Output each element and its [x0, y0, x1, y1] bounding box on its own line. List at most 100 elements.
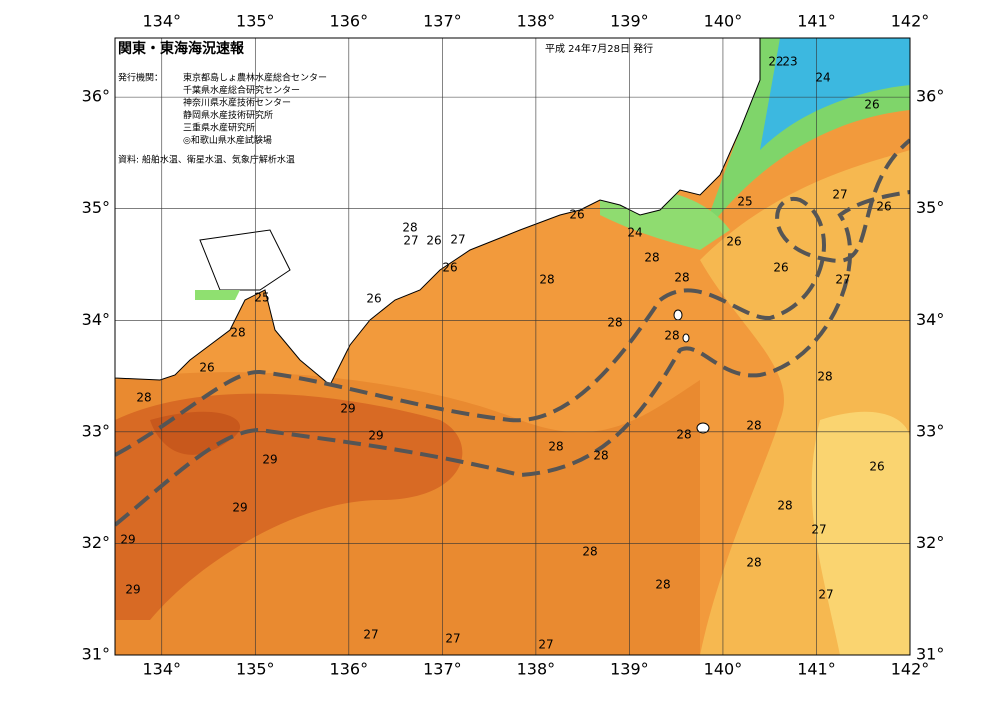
contour-label: 28 — [593, 449, 608, 463]
x-tick-label: 135° — [236, 12, 275, 31]
x-tick-label: 142° — [891, 660, 930, 679]
issuer-label: 発行機関： — [118, 72, 163, 84]
y-tick-label: 32° — [916, 533, 944, 552]
y-tick-label: 31° — [916, 645, 944, 664]
y-tick-label: 32° — [82, 533, 110, 552]
contour-label: 27 — [835, 273, 850, 287]
y-tick-label: 35° — [82, 198, 110, 217]
contour-label: 26 — [869, 460, 884, 474]
x-tick-label: 135° — [236, 660, 275, 679]
x-tick-label: 137° — [423, 12, 462, 31]
y-tick-label: 35° — [916, 198, 944, 217]
title: 関東・東海海況速報 — [118, 40, 245, 57]
contour-label: 27 — [363, 628, 378, 642]
issuer: 千葉県水産総合研究センター — [183, 84, 300, 96]
island — [682, 333, 690, 343]
contour-label: 28 — [746, 556, 761, 570]
colder-water — [760, 38, 910, 150]
contour-label: 28 — [674, 271, 689, 285]
contour-label: 27 — [818, 588, 833, 602]
contour-label: 23 — [782, 55, 797, 69]
x-tick-label: 134° — [142, 12, 181, 31]
contour-label: 28 — [402, 221, 417, 235]
contour-label: 28 — [817, 370, 832, 384]
y-tick-label: 34° — [916, 310, 944, 329]
contour-label: 26 — [773, 261, 788, 275]
contour-label: 26 — [366, 292, 381, 306]
contour-label: 26 — [726, 235, 741, 249]
x-tick-label: 142° — [891, 12, 930, 31]
contour-label: 28 — [655, 578, 670, 592]
contour-label: 26 — [199, 361, 214, 375]
contour-label: 26 — [442, 261, 457, 275]
y-tick-label: 33° — [916, 421, 944, 440]
contour-label: 28 — [644, 251, 659, 265]
contour-label: 26 — [876, 200, 891, 214]
sea-field — [115, 38, 910, 655]
contour-label: 28 — [539, 273, 554, 287]
y-tick-label: 33° — [82, 421, 110, 440]
issuer: 三重県水産研究所 — [183, 122, 255, 134]
y-tick-label: 31° — [82, 645, 110, 664]
contour-label: 28 — [582, 545, 597, 559]
x-tick-label: 137° — [423, 660, 462, 679]
contour-label: 29 — [368, 429, 383, 443]
issuer: 東京都島しょ農林水産総合センター — [183, 72, 327, 84]
contour-label: 26 — [426, 234, 441, 248]
x-tick-label: 136° — [330, 660, 369, 679]
x-tick-label: 138° — [517, 12, 556, 31]
contour-label: 28 — [136, 391, 151, 405]
kuroshio-north — [115, 138, 910, 457]
contour-label: 29 — [340, 402, 355, 416]
y-tick-label: 36° — [82, 87, 110, 106]
contour-label: 25 — [254, 291, 269, 305]
contour-label: 24 — [815, 71, 830, 85]
contour-label: 28 — [676, 428, 691, 442]
issuer: ◎和歌山県水産試験場 — [183, 134, 272, 146]
issuer: 静岡県水産技術研究所 — [183, 109, 273, 121]
date: 平成 24年7月28日 発行 — [545, 42, 653, 55]
frame — [114, 37, 911, 656]
contour-label: 27 — [445, 632, 460, 646]
x-tick-label: 139° — [610, 660, 649, 679]
contour-label: 27 — [832, 188, 847, 202]
x-tick-label: 141° — [797, 660, 836, 679]
contour-label: 28 — [548, 440, 563, 454]
island — [673, 309, 683, 321]
contour-label: 28 — [230, 326, 245, 340]
contour-label: 27 — [811, 523, 826, 537]
x-tick-label: 139° — [610, 12, 649, 31]
y-tick-label: 36° — [916, 87, 944, 106]
x-tick-label: 136° — [330, 12, 369, 31]
contour-label: 27 — [450, 233, 465, 247]
contour-label: 24 — [627, 226, 642, 240]
y-tick-label: 34° — [82, 310, 110, 329]
awaji — [199, 229, 291, 291]
contour-label: 29 — [262, 453, 277, 467]
source: 資料: 船舶水温、衛星水温、気象庁解析水温 — [118, 154, 295, 166]
contour-label: 29 — [232, 501, 247, 515]
contour-label: 25 — [737, 195, 752, 209]
cooler-zone — [811, 411, 910, 655]
contour-label: 28 — [777, 499, 792, 513]
x-tick-label: 141° — [797, 12, 836, 31]
osaka-bay — [195, 290, 240, 300]
x-tick-label: 140° — [704, 12, 743, 31]
island — [696, 422, 710, 434]
contour-label: 28 — [746, 419, 761, 433]
contour-label: 29 — [120, 533, 135, 547]
land — [115, 38, 761, 386]
issuer: 神奈川県水産技術センター — [183, 97, 291, 109]
contour-label: 28 — [607, 316, 622, 330]
contour-label: 29 — [125, 583, 140, 597]
x-tick-label: 134° — [142, 660, 181, 679]
contour-label: 26 — [864, 98, 879, 112]
x-tick-label: 138° — [517, 660, 556, 679]
contour-label: 27 — [538, 638, 553, 652]
contour-label: 22 — [768, 55, 783, 69]
x-tick-label: 140° — [704, 660, 743, 679]
contour-label: 28 — [664, 329, 679, 343]
contour-label: 27 — [403, 234, 418, 248]
contour-label: 26 — [569, 208, 584, 222]
